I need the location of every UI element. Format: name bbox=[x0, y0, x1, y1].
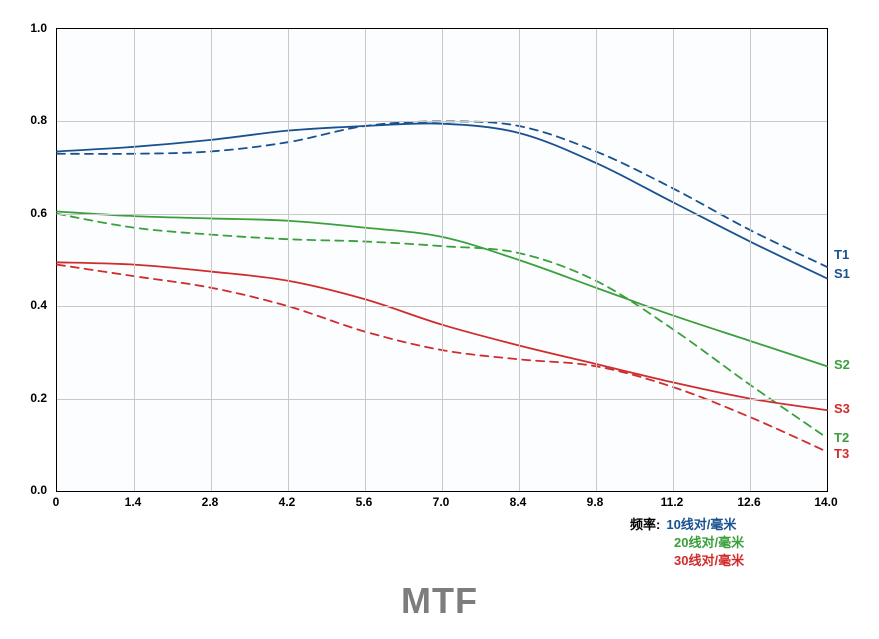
legend: 频率: 10线对/毫米 20线对/毫米 30线对/毫米 bbox=[630, 516, 744, 570]
gridline-h bbox=[57, 306, 827, 307]
x-tick-label: 2.8 bbox=[202, 495, 219, 509]
legend-title: 频率: bbox=[630, 516, 660, 534]
series-label-t3: T3 bbox=[834, 446, 849, 461]
y-tick-label: 0.2 bbox=[7, 391, 47, 405]
series-label-t2: T2 bbox=[834, 430, 849, 445]
gridline-v bbox=[211, 29, 212, 491]
legend-item: 20线对/毫米 bbox=[674, 535, 744, 550]
chart-title: MTF bbox=[0, 580, 879, 622]
gridline-v bbox=[134, 29, 135, 491]
series-label-s3: S3 bbox=[834, 401, 850, 416]
plot-area bbox=[56, 28, 828, 492]
x-tick-label: 11.2 bbox=[661, 495, 684, 509]
y-tick-label: 1.0 bbox=[7, 21, 47, 35]
gridline-v bbox=[442, 29, 443, 491]
gridline-v bbox=[673, 29, 674, 491]
x-tick-label: 8.4 bbox=[510, 495, 527, 509]
y-tick-label: 0.8 bbox=[7, 113, 47, 127]
y-tick-label: 0.0 bbox=[7, 483, 47, 497]
legend-item: 30线对/毫米 bbox=[674, 553, 744, 568]
x-tick-label: 0 bbox=[53, 495, 60, 509]
gridline-v bbox=[596, 29, 597, 491]
gridline-h bbox=[57, 214, 827, 215]
y-tick-label: 0.4 bbox=[7, 298, 47, 312]
gridline-v bbox=[519, 29, 520, 491]
x-tick-label: 9.8 bbox=[587, 495, 604, 509]
series-label-s2: S2 bbox=[834, 357, 850, 372]
mtf-chart-container: { "chart": { "title": "MTF", "title_colo… bbox=[0, 0, 879, 639]
x-tick-label: 7.0 bbox=[433, 495, 450, 509]
gridline-v bbox=[288, 29, 289, 491]
x-tick-label: 4.2 bbox=[279, 495, 296, 509]
legend-item: 10线对/毫米 bbox=[666, 517, 736, 532]
gridline-h bbox=[57, 399, 827, 400]
x-tick-label: 12.6 bbox=[737, 495, 760, 509]
series-label-s1: S1 bbox=[834, 266, 850, 281]
y-tick-label: 0.6 bbox=[7, 206, 47, 220]
gridline-h bbox=[57, 121, 827, 122]
series-label-t1: T1 bbox=[834, 247, 849, 262]
x-tick-label: 1.4 bbox=[125, 495, 142, 509]
x-tick-label: 14.0 bbox=[814, 495, 837, 509]
gridline-v bbox=[365, 29, 366, 491]
gridline-v bbox=[750, 29, 751, 491]
x-tick-label: 5.6 bbox=[356, 495, 373, 509]
